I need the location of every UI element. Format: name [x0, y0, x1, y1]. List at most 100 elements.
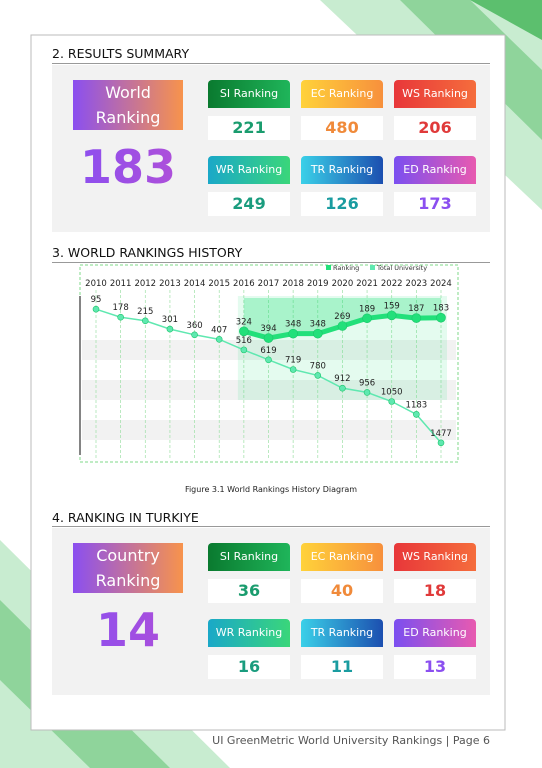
- data-label: 719: [285, 356, 301, 366]
- footer: UI GreenMetric World University Rankings…: [212, 734, 490, 747]
- point: [337, 321, 348, 331]
- card-label: WS Ranking: [394, 80, 476, 108]
- point: [312, 328, 323, 339]
- x-tick-label: 2017: [258, 279, 280, 289]
- main-value: 14: [73, 600, 183, 660]
- card-value: 36: [208, 579, 290, 603]
- x-tick-label: 2014: [184, 279, 206, 289]
- data-label: 956: [359, 378, 375, 388]
- x-tick-label: 2019: [307, 279, 329, 289]
- point: [141, 317, 149, 325]
- data-label: 324: [236, 317, 252, 327]
- point: [339, 384, 346, 392]
- data-label: 360: [186, 321, 202, 331]
- x-tick-label: 2023: [406, 279, 428, 289]
- data-label: 301: [162, 315, 178, 325]
- caption: Figure 3.1 World Rankings History Diagra…: [185, 485, 357, 494]
- point: [288, 328, 298, 339]
- card-value: 249: [208, 192, 290, 216]
- card-value: 18: [394, 579, 476, 603]
- point: [191, 331, 198, 339]
- point: [166, 325, 174, 333]
- point: [411, 313, 422, 323]
- main-label-text: World Ranking: [95, 83, 161, 127]
- card-label: WR Ranking: [208, 156, 290, 184]
- x-tick-label: 2012: [134, 279, 156, 289]
- card-value: 206: [394, 116, 476, 140]
- legend-swatch: [326, 265, 331, 270]
- card-value: 11: [301, 655, 383, 679]
- card-value: 221: [208, 116, 290, 140]
- data-label: 1183: [406, 400, 428, 410]
- data-label: 780: [310, 361, 326, 371]
- x-tick-label: 2010: [85, 279, 107, 289]
- rule: [52, 526, 490, 527]
- x-tick-label: 2024: [430, 279, 452, 289]
- x-tick-label: 2021: [356, 279, 378, 289]
- card-label: EC Ranking: [301, 80, 383, 108]
- x-tick-label: 2022: [381, 279, 403, 289]
- data-label: 619: [260, 346, 276, 356]
- point: [265, 356, 272, 364]
- card-label: SI Ranking: [208, 80, 290, 108]
- point: [437, 439, 445, 447]
- data-label: 348: [310, 320, 326, 330]
- card-label: TR Ranking: [301, 156, 383, 184]
- point: [386, 310, 397, 321]
- card-label: WS Ranking: [394, 543, 476, 571]
- data-label: 178: [113, 303, 129, 313]
- card-value: 16: [208, 655, 290, 679]
- x-tick-label: 2013: [159, 279, 181, 289]
- point: [239, 326, 249, 337]
- data-label: 187: [408, 304, 424, 314]
- data-label: 183: [433, 304, 449, 314]
- area: [243, 298, 441, 339]
- data-label: 912: [334, 374, 350, 384]
- data-label: 1050: [381, 388, 403, 398]
- rule: [52, 262, 490, 263]
- data-label: 215: [137, 307, 153, 317]
- point: [363, 389, 371, 396]
- card-label: EC Ranking: [301, 543, 383, 571]
- data-label: 407: [211, 325, 227, 335]
- card-label: TR Ranking: [301, 619, 383, 647]
- data-label: 516: [236, 336, 252, 346]
- card-label: ED Ranking: [394, 156, 476, 184]
- legend-swatch: [370, 265, 375, 270]
- data-label: 394: [260, 324, 276, 334]
- card-value: 40: [301, 579, 383, 603]
- x-tick-label: 2016: [233, 279, 255, 289]
- point: [289, 366, 297, 373]
- data-label: 348: [285, 320, 301, 330]
- point: [362, 313, 372, 324]
- x-tick-label: 2018: [282, 279, 304, 289]
- card-label: SI Ranking: [208, 543, 290, 571]
- point: [436, 312, 446, 323]
- data-label: 269: [334, 312, 350, 322]
- main-label: Country Ranking: [73, 543, 183, 593]
- data-label: 189: [359, 304, 375, 314]
- card-value: 126: [301, 192, 383, 216]
- point: [263, 333, 274, 343]
- point: [240, 346, 248, 354]
- card-value: 480: [301, 116, 383, 140]
- card-value: 173: [394, 192, 476, 216]
- card-label: WR Ranking: [208, 619, 290, 647]
- x-tick-label: 2020: [332, 279, 354, 289]
- data-label: 1477: [430, 429, 452, 439]
- rule: [52, 63, 490, 64]
- x-tick-label: 2015: [208, 279, 230, 289]
- section-title: 4. RANKING IN TURKIYE: [52, 510, 199, 525]
- data-label: 95: [91, 295, 102, 305]
- x-tick-label: 2011: [110, 279, 132, 289]
- point: [92, 305, 100, 313]
- card-label: ED Ranking: [394, 619, 476, 647]
- point: [215, 336, 223, 343]
- area-band: [237, 296, 447, 400]
- legend-label: Ranking: [333, 264, 359, 272]
- chart: Figure 3.1 World Rankings History Diagra…: [79, 264, 459, 494]
- point: [117, 313, 124, 321]
- data-label: 159: [384, 301, 400, 311]
- main-label: World Ranking: [73, 80, 183, 130]
- point: [314, 372, 322, 379]
